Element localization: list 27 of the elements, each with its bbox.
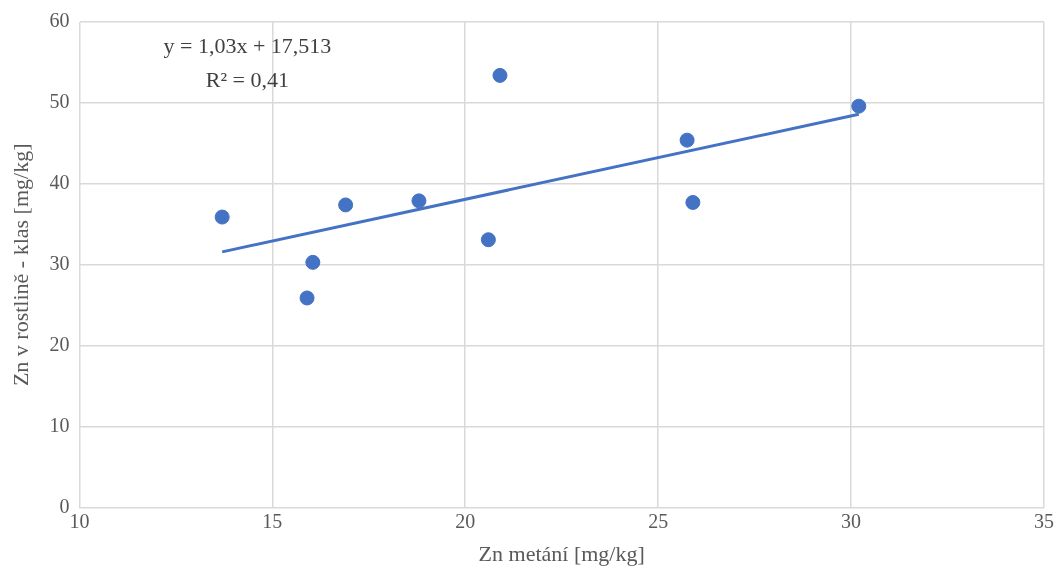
annotation: R² = 0,41 bbox=[205, 66, 289, 92]
x-tick-label: 30 bbox=[841, 509, 862, 532]
x-tick-label: 20 bbox=[455, 509, 476, 532]
point bbox=[338, 197, 354, 213]
point bbox=[299, 290, 315, 306]
y-tick-label: 60 bbox=[49, 9, 70, 32]
x-tick-label: 15 bbox=[262, 509, 283, 532]
x-tick-label: 35 bbox=[1034, 509, 1054, 532]
y-tick-label: 10 bbox=[49, 413, 70, 436]
point bbox=[679, 132, 695, 148]
point bbox=[480, 232, 496, 248]
annotation: y = 1,03x + 17,513 bbox=[163, 32, 332, 58]
x-axis-title: Zn metání [mg/kg] bbox=[478, 540, 645, 566]
y-tick-label: 20 bbox=[49, 332, 70, 355]
point bbox=[214, 209, 230, 225]
y-tick-label: 50 bbox=[49, 90, 70, 113]
point bbox=[685, 194, 701, 210]
x-tick-label: 10 bbox=[69, 509, 90, 532]
point bbox=[305, 254, 321, 270]
y-tick-label: 40 bbox=[49, 171, 70, 194]
point bbox=[411, 193, 427, 209]
point bbox=[492, 67, 508, 83]
y-tick-label: 30 bbox=[49, 252, 70, 275]
y-tick-label: 0 bbox=[59, 494, 70, 517]
x-tick-label: 25 bbox=[648, 509, 669, 532]
point bbox=[851, 98, 867, 114]
y-axis-title: Zn v rostlině - klas [mg/kg] bbox=[7, 143, 33, 387]
